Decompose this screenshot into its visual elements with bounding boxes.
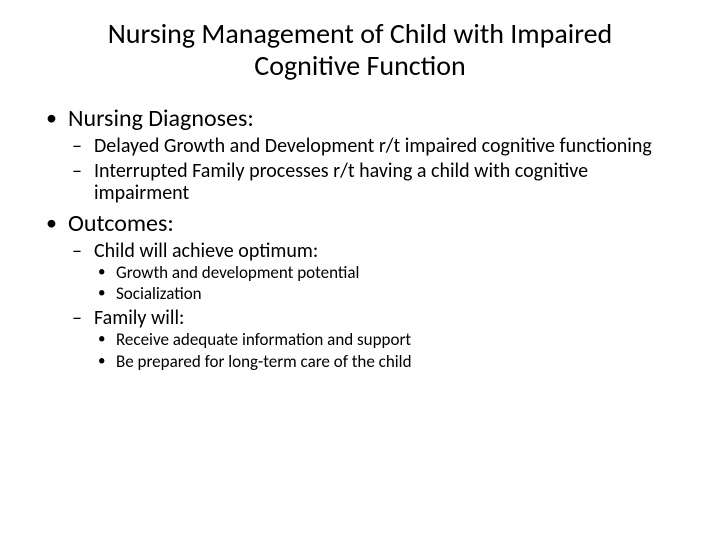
content-list: Nursing Diagnoses: Delayed Growth and De… xyxy=(40,104,680,372)
outcome-subitem: Receive adequate information and support xyxy=(94,330,680,350)
section-heading: Outcomes: xyxy=(68,209,174,238)
outcome-item: Child will achieve optimum: Growth and d… xyxy=(68,240,680,305)
slide-title: Nursing Management of Child with Impaire… xyxy=(40,18,680,82)
diagnosis-item: Delayed Growth and Development r/t impai… xyxy=(68,135,680,157)
outcome-sublist: Receive adequate information and support… xyxy=(94,330,680,372)
outcome-sublist: Growth and development potential Sociali… xyxy=(94,263,680,305)
outcome-subitem: Socialization xyxy=(94,284,680,304)
outcome-item: Family will: Receive adequate informatio… xyxy=(68,307,680,372)
outcome-subitem: Be prepared for long-term care of the ch… xyxy=(94,352,680,372)
section-outcomes: Outcomes: Child will achieve optimum: Gr… xyxy=(40,209,680,372)
diagnoses-list: Delayed Growth and Development r/t impai… xyxy=(68,135,680,204)
section-diagnoses: Nursing Diagnoses: Delayed Growth and De… xyxy=(40,104,680,204)
outcome-text: Family will: xyxy=(94,306,184,330)
diagnosis-item: Interrupted Family processes r/t having … xyxy=(68,160,680,205)
outcome-subitem: Growth and development potential xyxy=(94,263,680,283)
outcome-text: Child will achieve optimum: xyxy=(94,239,318,263)
section-heading: Nursing Diagnoses: xyxy=(68,104,254,133)
outcomes-list: Child will achieve optimum: Growth and d… xyxy=(68,240,680,372)
